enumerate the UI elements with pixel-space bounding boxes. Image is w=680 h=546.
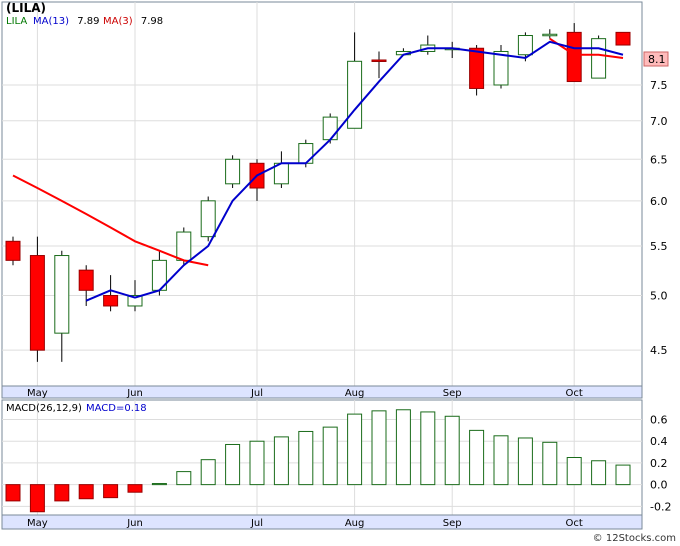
- macd-y-tick-label: 0.6: [650, 414, 668, 427]
- candle-up: [591, 38, 607, 79]
- macd-bar-positive: [469, 429, 485, 486]
- price-y-tick-label: 7.0: [650, 115, 668, 128]
- macd-month-strip: [1, 514, 643, 530]
- macd-bar-positive: [176, 471, 192, 486]
- macd-month-label: Jul: [250, 518, 263, 529]
- price-month-label: Aug: [345, 388, 365, 399]
- price-y-tick-label: 4.5: [650, 344, 668, 357]
- macd-bar-positive: [542, 441, 558, 486]
- macd-bar-positive: [347, 413, 363, 486]
- candle-up: [347, 60, 363, 129]
- candle-down: [566, 31, 582, 83]
- price-month-label: Sep: [443, 388, 462, 399]
- macd-bar-positive: [151, 483, 167, 486]
- ma3-line: [12, 174, 209, 267]
- macd-bar-positive: [517, 437, 533, 486]
- candle-up: [200, 200, 216, 238]
- macd-bars: [5, 409, 631, 513]
- macd-bar-positive: [444, 415, 460, 486]
- macd-bar-positive: [298, 430, 314, 486]
- candle-down: [615, 31, 631, 46]
- price-candles: [5, 23, 631, 362]
- ma13-label: MA(13): [33, 16, 69, 27]
- ma3-label: MA(3): [103, 16, 133, 27]
- ma3-value: 7.98: [141, 16, 163, 27]
- macd-y-tick-label: 0.4: [650, 435, 668, 448]
- macd-bar-positive: [395, 409, 411, 486]
- ma3-line: [549, 37, 624, 60]
- price-y-tick-label: 5.0: [650, 289, 668, 302]
- macd-bar-positive: [493, 435, 509, 486]
- candle-up: [176, 231, 192, 261]
- macd-bar-positive: [615, 464, 631, 486]
- price-y-tick-label: 7.5: [650, 79, 668, 92]
- candle-up: [54, 255, 70, 334]
- macd-y-axis: -0.2 0.0 0.2 0.4 0.6: [650, 414, 671, 514]
- macd-bar-negative: [29, 484, 45, 513]
- price-chart-title: (LILA): [6, 1, 46, 15]
- price-month-label: May: [27, 388, 48, 399]
- candle-up: [542, 33, 558, 37]
- macd-y-tick-label: 0.0: [650, 479, 668, 492]
- price-legend-ma13: MA(13) 7.89: [33, 16, 99, 27]
- price-month-strip: [1, 385, 643, 399]
- candle-down: [78, 269, 94, 291]
- candle-up: [493, 50, 509, 86]
- ma13-line: [85, 40, 624, 302]
- macd-bar-positive: [371, 410, 387, 486]
- macd-bar-positive: [273, 436, 289, 486]
- macd-y-tick-label: -0.2: [650, 500, 671, 513]
- candle-down: [371, 59, 387, 62]
- last-price-tag-text: 8.1: [648, 53, 666, 66]
- macd-legend-label: MACD(26,12,9): [6, 403, 82, 414]
- macd-month-label: Aug: [345, 518, 365, 529]
- price-y-tick-label: 6.0: [650, 195, 668, 208]
- candle-up: [322, 116, 338, 141]
- candle-up: [517, 35, 533, 56]
- moving-averages: [12, 37, 624, 302]
- macd-month-label: May: [27, 518, 48, 529]
- candle-down: [5, 240, 21, 261]
- price-month-label: Oct: [566, 388, 583, 399]
- candle-down: [469, 47, 485, 89]
- price-y-tick-label: 5.5: [650, 240, 668, 253]
- price-legend-ma3: MA(3) 7.98: [103, 16, 163, 27]
- macd-bar-negative: [103, 484, 119, 499]
- macd-y-tick-label: 0.2: [650, 457, 668, 470]
- candle-up: [225, 158, 241, 185]
- candle-up: [298, 143, 314, 164]
- macd-bar-negative: [5, 484, 21, 502]
- price-month-labels: May Jun Jul Aug Sep Oct: [27, 388, 583, 399]
- price-y-tick-label: 6.5: [650, 153, 668, 166]
- macd-bar-positive: [322, 426, 338, 486]
- candle-down: [103, 294, 119, 307]
- macd-month-label: Jun: [126, 518, 143, 529]
- price-y-axis: 4.5 5.0 5.5 6.0 6.5 7.0 7.5: [650, 79, 668, 357]
- macd-bar-positive: [591, 460, 607, 486]
- macd-bar-positive: [566, 457, 582, 486]
- macd-bar-positive: [225, 443, 241, 486]
- macd-bar-positive: [200, 459, 216, 486]
- copyright-footer: © 12Stocks.com: [593, 533, 676, 544]
- macd-legend-value: MACD=0.18: [86, 403, 147, 414]
- macd-month-label: Sep: [443, 518, 462, 529]
- macd-bar-negative: [127, 484, 143, 493]
- macd-month-label: Oct: [566, 518, 583, 529]
- price-month-label: Jul: [250, 388, 263, 399]
- macd-bar-positive: [249, 440, 265, 486]
- candle-down: [29, 255, 45, 351]
- macd-month-labels: May Jun Jul Aug Sep Oct: [27, 518, 583, 529]
- price-panel: 4.5 5.0 5.5 6.0 6.5 7.0 7.5 8.1 (LILA) LILA MA…: [1, 1, 669, 399]
- ma13-value: 7.89: [77, 16, 99, 27]
- price-legend-ticker: LILA: [6, 16, 27, 27]
- macd-panel: -0.2 0.0 0.2 0.4 0.6 MACD(26,12,9) MACD=0.18…: [1, 399, 671, 530]
- macd-bar-positive: [420, 411, 436, 486]
- macd-bar-negative: [78, 484, 94, 500]
- price-plot-area: [1, 1, 643, 387]
- price-month-label: Jun: [126, 388, 143, 399]
- last-price-tag: [643, 51, 669, 67]
- macd-bar-negative: [54, 484, 70, 502]
- candle-up: [127, 294, 143, 307]
